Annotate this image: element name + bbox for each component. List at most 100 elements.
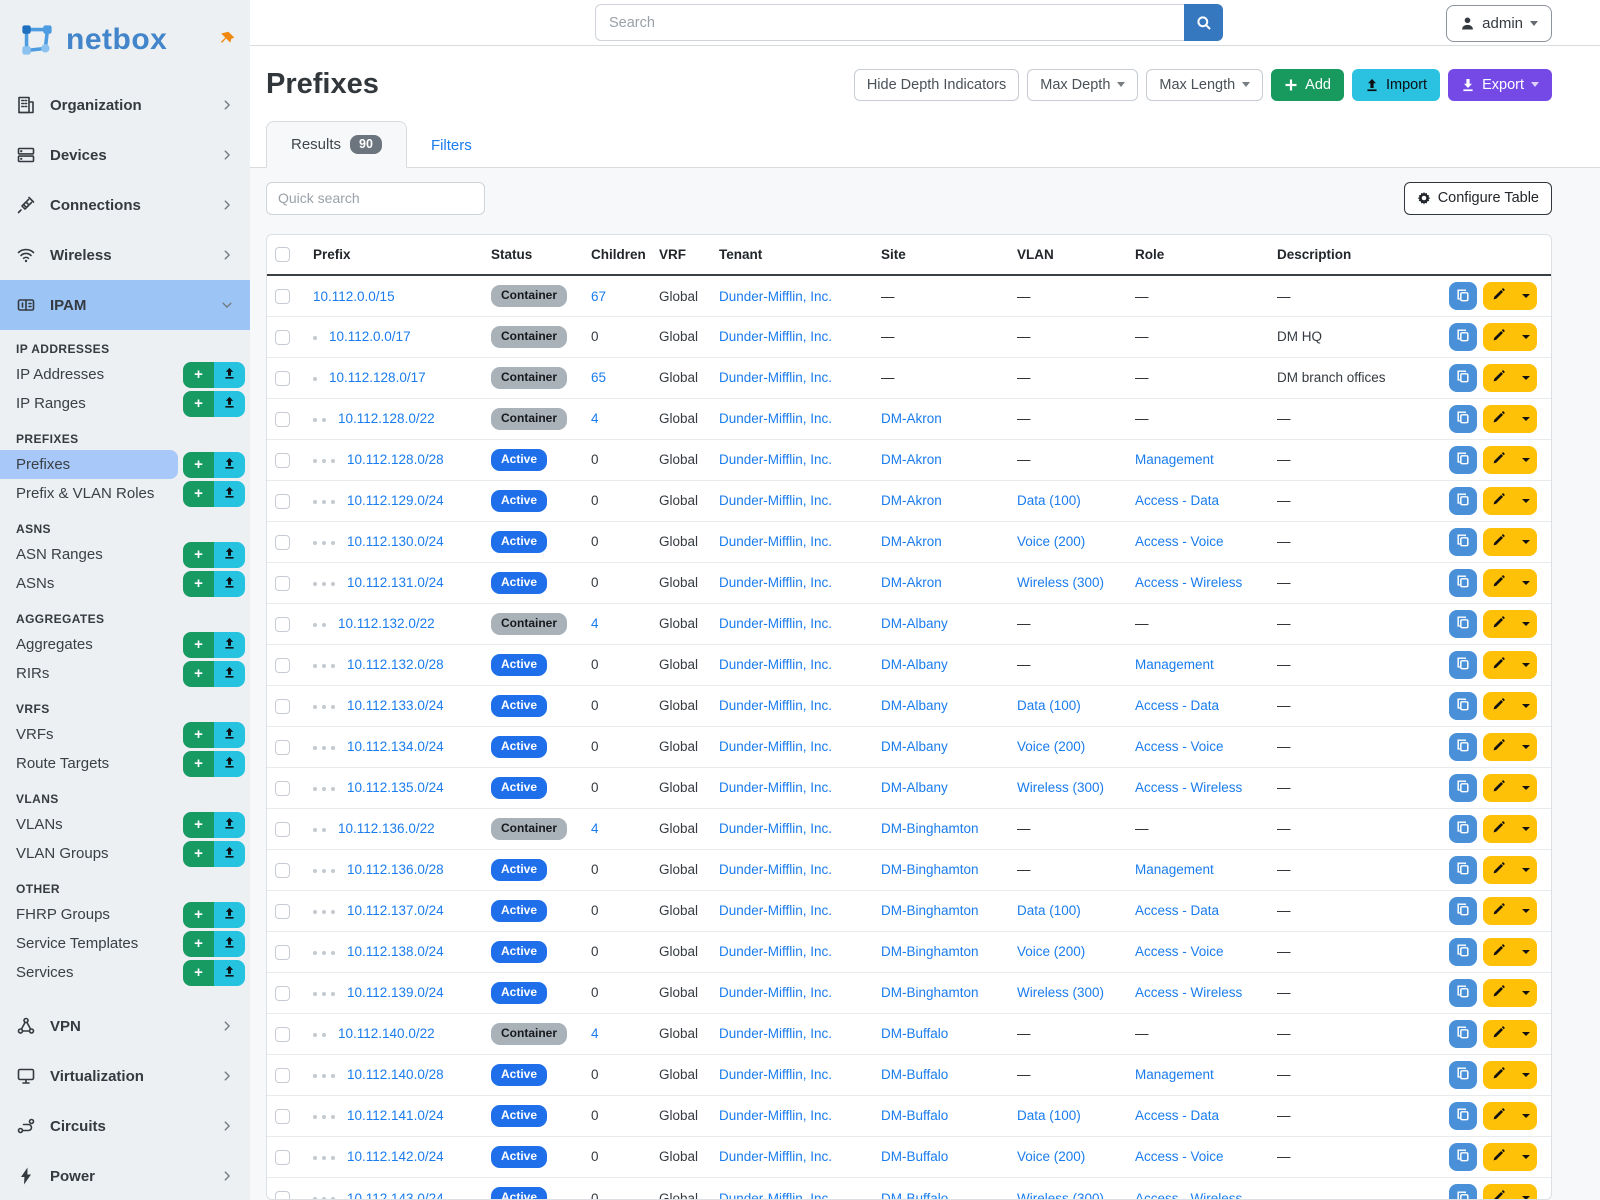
sidebar-item-devices[interactable]: Devices [0, 130, 250, 180]
edit-button[interactable] [1483, 985, 1515, 1001]
import-button[interactable] [214, 811, 245, 838]
prefix-link[interactable]: 10.112.129.0/24 [347, 493, 444, 509]
row-checkbox[interactable] [275, 903, 290, 919]
role-link[interactable]: Access - Data [1135, 903, 1220, 919]
prefix-link[interactable]: 10.112.128.0/28 [347, 452, 444, 468]
tenant-link[interactable]: Dunder-Mifflin, Inc. [719, 452, 833, 468]
vlan-link[interactable]: Wireless (300) [1017, 575, 1105, 591]
sidebar-item-vpn[interactable]: VPN [0, 1001, 250, 1051]
prefix-link[interactable]: 10.112.130.0/24 [347, 534, 444, 550]
submenu-item-label[interactable]: Service Templates [16, 935, 139, 952]
row-checkbox[interactable] [275, 862, 290, 878]
row-checkbox[interactable] [275, 452, 290, 468]
edit-dropdown-toggle[interactable] [1515, 416, 1537, 421]
tenant-link[interactable]: Dunder-Mifflin, Inc. [719, 493, 833, 509]
pin-icon[interactable] [218, 30, 236, 48]
prefix-link[interactable]: 10.112.143.0/24 [347, 1190, 444, 1200]
column-header-site[interactable]: Site [873, 234, 1009, 277]
edit-dropdown-toggle[interactable] [1515, 662, 1537, 667]
row-checkbox[interactable] [275, 1108, 290, 1124]
site-link[interactable]: DM-Buffalo [881, 1026, 949, 1042]
vlan-link[interactable]: Data (100) [1017, 903, 1081, 919]
tab-results[interactable]: Results 90 [266, 121, 407, 168]
column-header-tenant[interactable]: Tenant [711, 234, 873, 277]
site-link[interactable]: DM-Binghamton [881, 944, 979, 960]
row-checkbox[interactable] [275, 289, 290, 305]
edit-button[interactable] [1483, 1067, 1515, 1083]
submenu-item-label[interactable]: Aggregates [16, 636, 93, 653]
tenant-link[interactable]: Dunder-Mifflin, Inc. [719, 739, 833, 755]
edit-button[interactable] [1483, 780, 1515, 796]
row-checkbox[interactable] [275, 616, 290, 632]
role-link[interactable]: Access - Data [1135, 493, 1220, 509]
clone-button[interactable] [1449, 568, 1477, 597]
clone-button[interactable] [1449, 855, 1477, 884]
edit-dropdown-toggle[interactable] [1515, 580, 1537, 585]
site-link[interactable]: DM-Binghamton [881, 903, 979, 919]
sidebar-item-connections[interactable]: Connections [0, 180, 250, 230]
submenu-item-label[interactable]: Prefixes [16, 456, 71, 473]
import-button[interactable] [214, 480, 245, 507]
prefix-link[interactable]: 10.112.139.0/24 [347, 985, 444, 1001]
column-header-description[interactable]: Description [1269, 234, 1441, 277]
clone-button[interactable] [1449, 486, 1477, 515]
prefix-link[interactable]: 10.112.135.0/24 [347, 780, 444, 796]
import-button[interactable] [214, 451, 245, 478]
tab-filters[interactable]: Filters [407, 124, 496, 167]
edit-dropdown-toggle[interactable] [1515, 1072, 1537, 1077]
row-checkbox[interactable] [275, 821, 290, 837]
children-count-link[interactable]: 4 [591, 1026, 599, 1042]
max-length-dropdown[interactable]: Max Length [1146, 68, 1264, 101]
search-button[interactable] [1184, 4, 1223, 41]
clone-button[interactable] [1449, 896, 1477, 925]
add-button[interactable]: + [183, 660, 214, 687]
site-link[interactable]: DM-Albany [881, 616, 948, 632]
add-button[interactable]: + [183, 721, 214, 748]
edit-button[interactable] [1483, 288, 1515, 304]
add-button[interactable]: + [183, 570, 214, 597]
tenant-link[interactable]: Dunder-Mifflin, Inc. [719, 657, 833, 673]
edit-dropdown-toggle[interactable] [1515, 294, 1537, 299]
children-count-link[interactable]: 4 [591, 411, 599, 427]
import-button[interactable] [214, 901, 245, 928]
submenu-item-label[interactable]: Prefix & VLAN Roles [16, 485, 155, 502]
prefix-link[interactable]: 10.112.133.0/24 [347, 698, 444, 714]
role-link[interactable]: Access - Data [1135, 1108, 1220, 1124]
row-checkbox[interactable] [275, 493, 290, 509]
row-checkbox[interactable] [275, 329, 290, 345]
submenu-item-label[interactable]: VLANs [16, 816, 63, 833]
export-dropdown[interactable]: Export [1448, 68, 1552, 101]
row-checkbox[interactable] [275, 698, 290, 714]
site-link[interactable]: DM-Buffalo [881, 1108, 949, 1124]
site-link[interactable]: DM-Akron [881, 493, 942, 509]
edit-dropdown-toggle[interactable] [1515, 498, 1537, 503]
submenu-item-label[interactable]: ASN Ranges [16, 546, 103, 563]
vlan-link[interactable]: Voice (200) [1017, 944, 1086, 960]
tenant-link[interactable]: Dunder-Mifflin, Inc. [719, 370, 833, 386]
select-all-checkbox[interactable] [275, 247, 290, 263]
add-button[interactable]: + [183, 541, 214, 568]
row-checkbox[interactable] [275, 739, 290, 755]
children-count-link[interactable]: 67 [591, 288, 607, 304]
prefix-link[interactable]: 10.112.137.0/24 [347, 903, 444, 919]
site-link[interactable]: DM-Albany [881, 698, 948, 714]
vlan-link[interactable]: Voice (200) [1017, 534, 1086, 550]
sidebar-item-wireless[interactable]: Wireless [0, 230, 250, 280]
site-link[interactable]: DM-Albany [881, 739, 948, 755]
children-count-link[interactable]: 4 [591, 821, 599, 837]
tenant-link[interactable]: Dunder-Mifflin, Inc. [719, 1026, 833, 1042]
import-button[interactable] [214, 361, 245, 388]
site-link[interactable]: DM-Binghamton [881, 821, 979, 837]
clone-button[interactable] [1449, 732, 1477, 761]
import-button[interactable] [214, 840, 245, 867]
tenant-link[interactable]: Dunder-Mifflin, Inc. [719, 862, 833, 878]
sidebar-item-power[interactable]: Power [0, 1151, 250, 1200]
tenant-link[interactable]: Dunder-Mifflin, Inc. [719, 1108, 833, 1124]
clone-button[interactable] [1449, 1184, 1477, 1200]
edit-dropdown-toggle[interactable] [1515, 334, 1537, 339]
edit-dropdown-toggle[interactable] [1515, 457, 1537, 462]
add-button[interactable]: + [183, 390, 214, 417]
row-checkbox[interactable] [275, 534, 290, 550]
tenant-link[interactable]: Dunder-Mifflin, Inc. [719, 821, 833, 837]
site-link[interactable]: DM-Buffalo [881, 1190, 949, 1200]
